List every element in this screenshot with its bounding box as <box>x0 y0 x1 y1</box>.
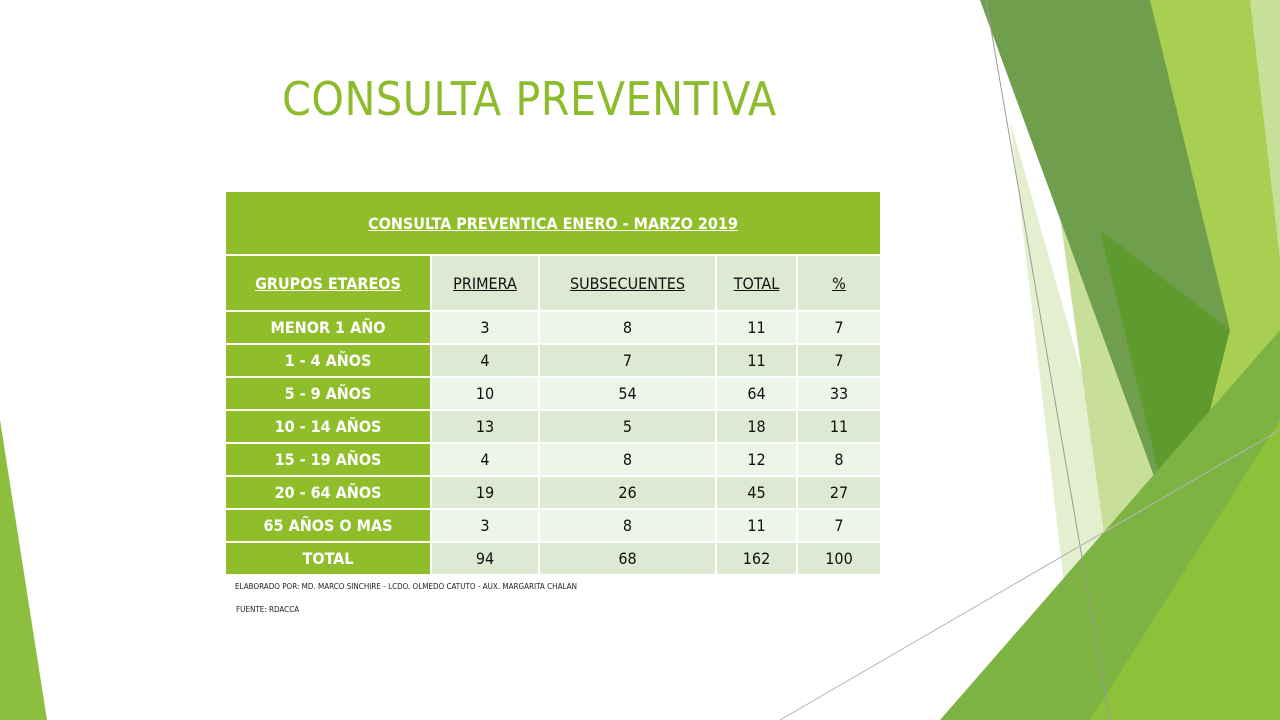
cell-total: 64 <box>715 377 797 411</box>
cell-total: 11 <box>715 311 797 345</box>
row-label: 1 - 4 AÑOS <box>226 344 431 378</box>
row-label: 10 - 14 AÑOS <box>226 410 431 444</box>
left-green-facet <box>0 420 47 720</box>
table-row: 20 - 64 AÑOS 19 26 45 27 <box>226 476 880 510</box>
thin-line-1 <box>985 0 1111 720</box>
cell-primera: 19 <box>430 476 539 510</box>
source-note: FUENTE: RDACCA <box>236 605 300 614</box>
cell-total: 11 <box>715 344 797 378</box>
header-total: TOTAL <box>715 255 797 312</box>
cell-primera: 4 <box>430 344 539 378</box>
cell-subsecuentes: 54 <box>538 377 716 411</box>
cell-subsecuentes: 68 <box>538 542 716 576</box>
cell-primera: 94 <box>430 542 539 576</box>
cell-percent: 100 <box>796 542 880 576</box>
cell-subsecuentes: 8 <box>538 443 716 477</box>
row-label: 5 - 9 AÑOS <box>226 377 431 411</box>
cell-subsecuentes: 8 <box>538 311 716 345</box>
cell-primera: 3 <box>430 509 539 543</box>
cell-percent: 7 <box>796 509 880 543</box>
cell-percent: 7 <box>796 344 880 378</box>
header-grupos-etareos: GRUPOS ETAREOS <box>226 255 431 312</box>
table-row: 5 - 9 AÑOS 10 54 64 33 <box>226 377 880 411</box>
cell-total: 18 <box>715 410 797 444</box>
row-label: 20 - 64 AÑOS <box>226 476 431 510</box>
cell-subsecuentes: 7 <box>538 344 716 378</box>
cell-percent: 8 <box>796 443 880 477</box>
table-header-row: GRUPOS ETAREOS PRIMERA SUBSECUENTES TOTA… <box>226 255 880 312</box>
cell-percent: 7 <box>796 311 880 345</box>
cell-primera: 3 <box>430 311 539 345</box>
cell-primera: 4 <box>430 443 539 477</box>
cell-subsecuentes: 8 <box>538 509 716 543</box>
row-label: MENOR 1 AÑO <box>226 311 431 345</box>
cell-subsecuentes: 26 <box>538 476 716 510</box>
table-row: 1 - 4 AÑOS 4 7 11 7 <box>226 344 880 378</box>
row-label: 65 AÑOS O MAS <box>226 509 431 543</box>
cell-subsecuentes: 5 <box>538 410 716 444</box>
header-primera: PRIMERA <box>430 255 539 312</box>
cell-total: 11 <box>715 509 797 543</box>
row-label-total: TOTAL <box>226 542 431 576</box>
cell-percent: 33 <box>796 377 880 411</box>
cell-total: 12 <box>715 443 797 477</box>
consultation-table: CONSULTA PREVENTICA ENERO - MARZO 2019 G… <box>226 192 880 576</box>
header-subsecuentes: SUBSECUENTES <box>538 255 716 312</box>
table-row: MENOR 1 AÑO 3 8 11 7 <box>226 311 880 345</box>
cell-total: 162 <box>715 542 797 576</box>
credits-note: ELABORADO POR: MD. MARCO SINCHIRE - LCDO… <box>235 582 577 591</box>
page-title: CONSULTA PREVENTIVA <box>282 72 777 126</box>
cell-percent: 27 <box>796 476 880 510</box>
cell-primera: 13 <box>430 410 539 444</box>
table-row: 65 AÑOS O MAS 3 8 11 7 <box>226 509 880 543</box>
table-caption: CONSULTA PREVENTICA ENERO - MARZO 2019 <box>226 192 880 256</box>
bottom-facet-bright <box>1090 420 1280 720</box>
row-label: 15 - 19 AÑOS <box>226 443 431 477</box>
table-caption-row: CONSULTA PREVENTICA ENERO - MARZO 2019 <box>226 192 880 256</box>
table-row: 10 - 14 AÑOS 13 5 18 11 <box>226 410 880 444</box>
table-total-row: TOTAL 94 68 162 100 <box>226 542 880 576</box>
cell-percent: 11 <box>796 410 880 444</box>
table-row: 15 - 19 AÑOS 4 8 12 8 <box>226 443 880 477</box>
cell-primera: 10 <box>430 377 539 411</box>
header-percent: % <box>796 255 880 312</box>
thin-line-2 <box>779 429 1280 720</box>
cell-total: 45 <box>715 476 797 510</box>
